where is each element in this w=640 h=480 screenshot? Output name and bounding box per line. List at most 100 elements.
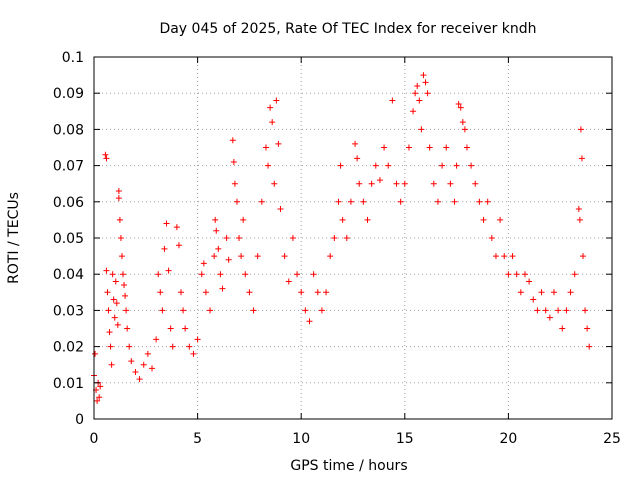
data-point <box>360 198 367 205</box>
data-point <box>459 119 466 126</box>
data-point <box>267 104 274 111</box>
data-point <box>140 361 147 368</box>
data-point <box>418 126 425 133</box>
data-point <box>577 126 584 133</box>
data-point <box>169 343 176 350</box>
data-point <box>104 289 111 296</box>
data-point <box>254 253 261 260</box>
data-point <box>335 198 342 205</box>
data-point <box>550 289 557 296</box>
y-tick-label: 0.07 <box>53 159 84 175</box>
data-point <box>126 343 133 350</box>
data-point <box>414 82 421 89</box>
data-point <box>213 227 220 234</box>
y-tick-label: 0.05 <box>53 231 84 247</box>
x-tick-label: 10 <box>292 431 310 447</box>
axis-ticks: 0 5 10 15 20 25 0 0.01 0.02 0.03 0.04 0.05 0.06 0.07 0… <box>53 50 621 447</box>
data-point <box>161 245 168 252</box>
data-point <box>182 325 189 332</box>
data-point <box>215 245 222 252</box>
y-tick-label: 0.02 <box>53 340 84 356</box>
data-point <box>163 220 170 227</box>
data-point <box>258 198 265 205</box>
data-point <box>488 235 495 241</box>
data-point <box>405 144 412 151</box>
data-point <box>103 267 110 274</box>
data-point <box>368 180 375 187</box>
data-point <box>94 397 101 404</box>
data-point <box>132 368 139 375</box>
data-point <box>120 271 127 278</box>
data-point <box>546 314 553 321</box>
data-point <box>509 253 516 260</box>
data-point <box>310 271 317 278</box>
data-point <box>327 253 334 260</box>
data-point <box>352 140 359 147</box>
y-tick-label: 0.09 <box>53 86 84 102</box>
data-point <box>463 144 470 151</box>
data-point <box>128 358 135 365</box>
data-point <box>123 307 130 314</box>
data-point <box>451 198 458 205</box>
data-point <box>439 162 446 169</box>
x-tick-label: 20 <box>499 431 517 447</box>
data-point <box>225 256 232 263</box>
data-point <box>111 314 118 321</box>
data-point <box>497 216 504 223</box>
data-point <box>202 289 209 296</box>
data-point <box>230 158 237 165</box>
data-point <box>579 253 586 260</box>
data-point <box>115 195 122 202</box>
grid-lines <box>94 57 612 419</box>
data-point <box>144 350 151 357</box>
data-point <box>186 343 193 350</box>
data-point <box>578 155 585 162</box>
data-point <box>153 336 160 343</box>
data-point <box>118 253 125 260</box>
data-point <box>240 216 247 223</box>
data-point <box>246 289 253 296</box>
data-point <box>121 282 128 289</box>
data-point <box>269 119 276 126</box>
data-point <box>200 260 207 267</box>
data-point <box>372 162 379 169</box>
data-point <box>576 216 583 223</box>
data-point <box>217 271 224 278</box>
data-point <box>173 224 180 231</box>
data-point <box>242 271 249 278</box>
data-point <box>233 198 240 205</box>
data-point <box>364 216 371 223</box>
data-point <box>105 307 112 314</box>
data-point <box>455 101 462 108</box>
data-point <box>281 253 288 260</box>
x-tick-label: 5 <box>193 431 202 447</box>
data-point <box>112 278 119 285</box>
y-axis-label: ROTI / TECUs <box>6 192 22 284</box>
y-tick-label: 0.08 <box>53 122 84 138</box>
data-point <box>555 307 562 314</box>
data-point <box>190 350 197 357</box>
data-point <box>530 296 537 303</box>
data-point <box>343 235 350 241</box>
data-point <box>229 137 236 144</box>
data-point <box>96 394 103 401</box>
y-tick-label: 0.04 <box>53 267 84 283</box>
data-point <box>582 307 589 314</box>
data-point <box>211 253 218 260</box>
data-point <box>354 155 361 162</box>
data-point <box>356 180 363 187</box>
data-point <box>567 289 574 296</box>
data-point <box>294 271 301 278</box>
data-point <box>385 162 392 169</box>
data-point <box>113 300 120 307</box>
data-point <box>586 343 593 350</box>
data-point <box>443 144 450 151</box>
data-point <box>526 278 533 285</box>
data-point <box>167 325 174 332</box>
data-point <box>114 321 121 328</box>
data-point <box>412 90 419 97</box>
chart-title: Day 045 of 2025, Rate Of TEC Index for r… <box>159 21 536 37</box>
data-point <box>115 187 122 194</box>
data-point <box>273 97 280 104</box>
data-point <box>461 126 468 133</box>
